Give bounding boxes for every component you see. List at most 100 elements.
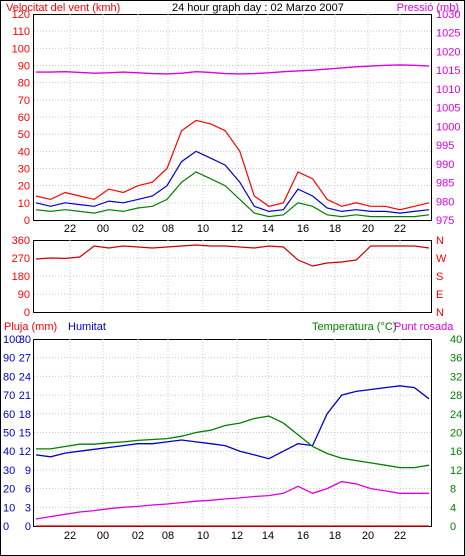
pressure-tick: 1000 [436,121,460,133]
temp-x-tick: 12 [231,530,243,542]
rain-tick: 80 [3,371,15,383]
humidity-tick: 0 [25,521,31,533]
temperature-tick: 28 [450,390,462,402]
humidity-tick: 27 [19,353,31,365]
wind-speed-tick: 0 [24,215,30,227]
humidity-label: Humitat [68,321,106,333]
humidity-tick: 30 [19,334,31,346]
pressure-tick: 975 [436,215,454,227]
wind-speed-axis: 0 10 20 30 40 50 60 70 80 90 100 110 120 [12,9,30,227]
wind-x-tick: 20 [362,223,374,235]
rain-tick: 0 [3,521,9,533]
wind-x-tick: 00 [97,223,109,235]
pressure-tick: 985 [436,178,454,190]
rain-tick: 70 [3,390,15,402]
wind-x-tick: 18 [329,223,341,235]
direction-degree-tick: 360 [12,235,30,247]
rain-tick: 100 [3,334,21,346]
series-pressure [36,64,430,75]
humidity-tick: 6 [25,484,31,496]
temp-x-axis: 22 00 02 08 10 12 14 16 18 20 22 [64,530,406,542]
humidity-tick: 18 [19,409,31,421]
direction-compass-tick: N [436,235,444,247]
chart-title: 24 hour graph day : 02 Marzo 2007 [172,2,344,14]
series-temperatura [36,415,430,469]
temp-x-tick: 10 [197,530,209,542]
pressure-tick: 1005 [436,103,460,115]
direction-compass-tick: N [436,307,444,319]
wind-x-tick: 14 [262,223,274,235]
rain-axis: 0 10 20 30 40 50 60 70 80 90 100 [3,334,21,533]
temp-x-tick: 18 [329,530,341,542]
humidity-axis: 0 3 6 9 12 15 18 21 24 27 30 [19,334,31,533]
temp-x-tick: 22 [64,530,76,542]
humidity-tick: 15 [19,428,31,440]
wind-speed-tick: 110 [12,26,30,38]
wind-speed-label: Velocitat del vent (kmh) [6,2,120,14]
wind-series [35,64,430,218]
wind-speed-tick: 120 [12,9,30,21]
direction-compass-tick: S [436,271,443,283]
humidity-tick: 21 [19,390,31,402]
temperature-tick: 36 [450,353,462,365]
pressure-axis: 975 980 985 990 995 1000 1005 1010 1015 1020 1025 1… [436,9,460,227]
wind-x-tick: 12 [231,223,243,235]
series-gust [35,119,430,211]
temp-x-tick: 20 [362,530,374,542]
rain-tick: 20 [3,484,15,496]
pressure-tick: 980 [436,196,454,208]
temperature-tick: 12 [450,465,462,477]
temp-x-tick: 16 [297,530,309,542]
pressure-tick: 990 [436,159,454,171]
series-punt-rosada [35,480,429,520]
dewpoint-label: Punt rosada [394,321,454,333]
temperature-tick: 20 [450,428,462,440]
direction-degree-tick: 180 [12,271,30,283]
pressure-tick: 1010 [436,84,460,96]
temperature-axis: 0 4 8 12 16 20 24 28 32 36 40 [450,334,462,533]
humidity-tick: 3 [25,502,31,514]
series-direction [35,244,430,267]
rain-tick: 50 [3,428,15,440]
temp-series [35,385,430,527]
series-humitat [35,385,430,460]
direction-degree-tick: 270 [12,253,30,265]
wind-x-tick: 08 [162,223,174,235]
temp-x-tick: 14 [262,530,274,542]
wind-speed-tick: 10 [18,198,30,210]
wind-x-tick: 22 [394,223,406,235]
wind-speed-tick: 80 [18,78,30,90]
humidity-tick: 12 [19,446,31,458]
wind-speed-tick: 100 [12,43,30,55]
rain-tick: 90 [3,353,15,365]
wind-speed-tick: 60 [18,112,30,124]
rain-tick: 60 [3,409,15,421]
pressure-tick: 995 [436,140,454,152]
wind-speed-tick: 70 [18,95,30,107]
temp-x-tick: 02 [132,530,144,542]
pressure-tick: 1015 [436,65,460,77]
pressure-label: Pressió (mb) [397,2,459,14]
direction-degrees-axis: 0 90 180 270 360 [12,235,30,319]
wind-x-tick: 02 [132,223,144,235]
wind-x-axis: 22 00 02 08 10 12 14 16 18 20 22 [64,223,406,235]
temperature-label: Temperatura (°C) [312,321,396,333]
rain-tick: 40 [3,446,15,458]
wind-x-tick: 22 [64,223,76,235]
rain-tick: 30 [3,465,15,477]
direction-degree-tick: 90 [18,289,30,301]
series-average [35,150,430,214]
direction-compass-tick: W [436,253,447,265]
direction-series [35,244,430,267]
rain-label: Pluja (mm) [4,321,57,333]
temperature-tick: 8 [450,484,456,496]
wind-speed-tick: 20 [18,181,30,193]
direction-grid [34,240,431,312]
temp-x-tick: 00 [97,530,109,542]
rain-tick: 10 [3,502,15,514]
temperature-tick: 16 [450,446,462,458]
temperature-tick: 0 [450,521,456,533]
